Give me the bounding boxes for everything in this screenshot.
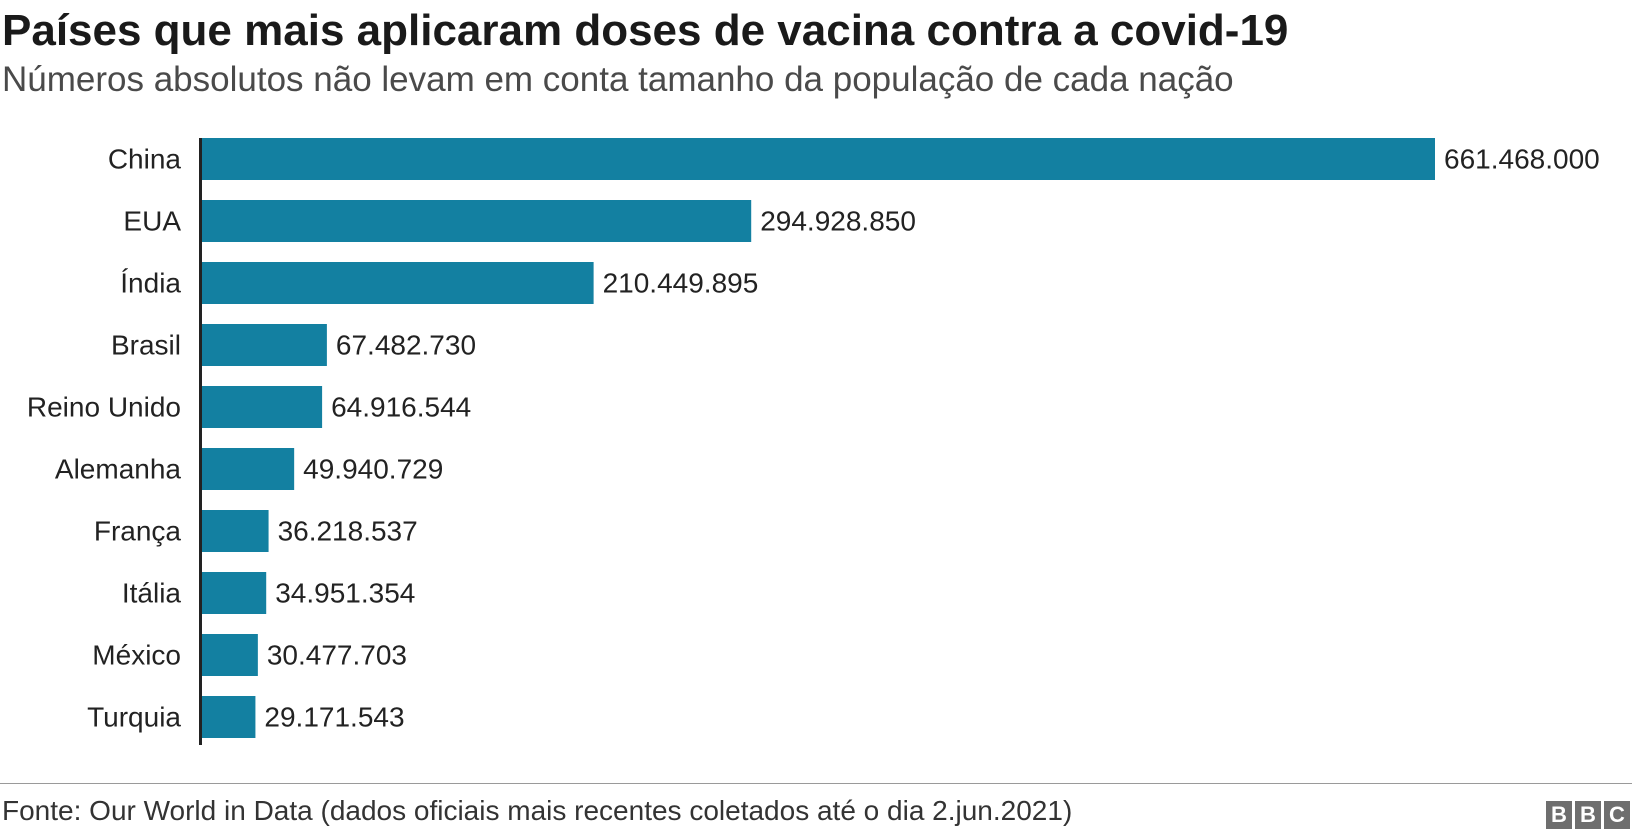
value-label: 64.916.544 xyxy=(331,392,471,423)
chart-title: Países que mais aplicaram doses de vacin… xyxy=(2,6,1289,55)
bar xyxy=(201,572,267,614)
category-label: Índia xyxy=(120,268,181,299)
bbc-logo-letter-1: B xyxy=(1546,801,1572,829)
category-label: Itália xyxy=(122,578,182,609)
footer-divider xyxy=(0,783,1632,784)
bar xyxy=(201,138,1435,180)
category-label: EUA xyxy=(123,206,181,237)
bar xyxy=(201,200,752,242)
value-label: 36.218.537 xyxy=(278,516,418,547)
category-label: Reino Unido xyxy=(27,392,181,423)
value-label: 49.940.729 xyxy=(303,454,443,485)
value-label: 294.928.850 xyxy=(760,206,916,237)
bbc-logo: B B C xyxy=(1546,801,1630,829)
value-label: 30.477.703 xyxy=(267,640,407,671)
category-label: Alemanha xyxy=(55,454,182,485)
bar xyxy=(201,510,269,552)
category-label: Brasil xyxy=(111,330,181,361)
source-note: Fonte: Our World in Data (dados oficiais… xyxy=(2,795,1073,826)
category-label: Turquia xyxy=(87,702,181,733)
bar xyxy=(201,324,327,366)
chart-subtitle: Números absolutos não levam em conta tam… xyxy=(2,60,1234,99)
value-label: 67.482.730 xyxy=(336,330,476,361)
category-label: México xyxy=(92,640,181,671)
bar xyxy=(201,262,594,304)
y-axis-line xyxy=(199,138,202,745)
bar-chart: China 661.468.000 EUA 294.928.850 Índia 210.4… xyxy=(27,138,1600,745)
value-label: 34.951.354 xyxy=(275,578,415,609)
value-label: 29.171.543 xyxy=(264,702,404,733)
bar xyxy=(201,696,256,738)
bar xyxy=(201,634,258,676)
bar xyxy=(201,448,295,490)
bar xyxy=(201,386,323,428)
bbc-logo-letter-3: C xyxy=(1604,801,1630,829)
value-label: 661.468.000 xyxy=(1444,144,1600,175)
category-label: China xyxy=(108,144,182,175)
bbc-logo-letter-2: B xyxy=(1575,801,1601,829)
value-label: 210.449.895 xyxy=(603,268,759,299)
category-label: França xyxy=(94,516,182,547)
